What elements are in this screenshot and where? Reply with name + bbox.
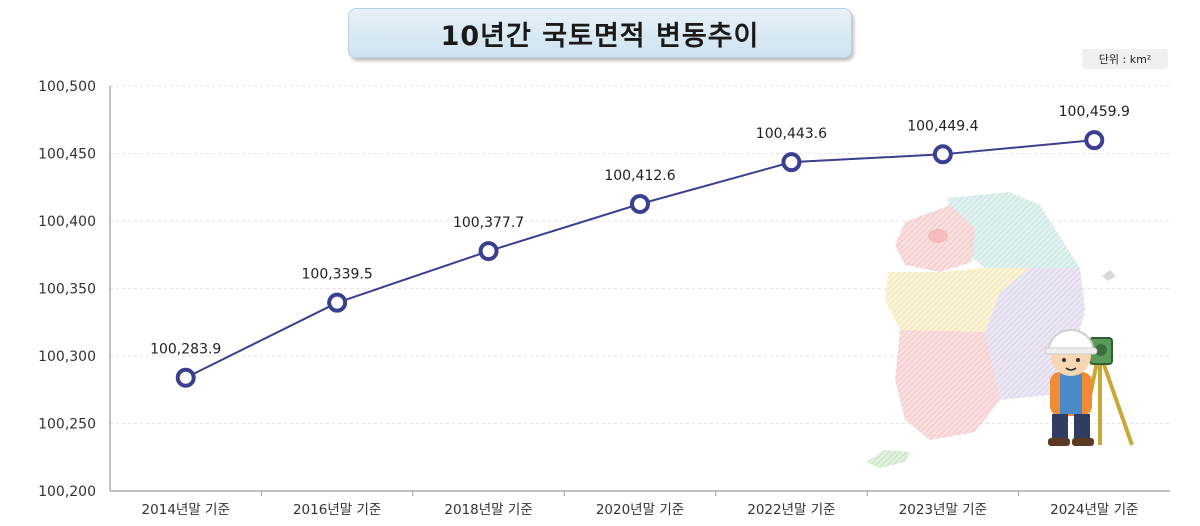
data-label: 100,459.9 bbox=[1059, 104, 1130, 120]
unit-label: 단위 : km² bbox=[1098, 53, 1152, 66]
x-tick-label: 2023년말 기준 bbox=[899, 502, 987, 518]
surveyor-character-icon bbox=[1044, 329, 1134, 446]
data-label: 100,412.6 bbox=[604, 168, 675, 184]
chart-title: 10년간 국토면적 변동추이 bbox=[440, 20, 760, 52]
series-line bbox=[175, 130, 1105, 388]
x-tick-label: 2024년말 기준 bbox=[1050, 502, 1138, 518]
data-point bbox=[630, 193, 650, 214]
y-axis-ticks: 100,500 100,450 100,400 100,350 100,300 100,2… bbox=[38, 79, 96, 500]
y-tick-label: 100,400 bbox=[38, 214, 96, 230]
y-tick-label: 100,300 bbox=[38, 349, 96, 365]
data-label: 100,443.6 bbox=[756, 126, 827, 142]
data-point bbox=[175, 367, 196, 388]
x-tick-label: 2014년말 기준 bbox=[142, 502, 230, 518]
y-tick-label: 100,250 bbox=[38, 417, 96, 433]
chart-title-box: 10년간 국토면적 변동추이 bbox=[348, 8, 852, 58]
data-point bbox=[781, 152, 802, 173]
data-point bbox=[327, 292, 348, 313]
x-axis-ticks: 2014년말 기준 2016년말 기준 2018년말 기준 2020년말 기준 2022… bbox=[142, 502, 1139, 518]
y-tick-label: 100,500 bbox=[38, 79, 96, 95]
unit-badge: 단위 : km² bbox=[1082, 49, 1168, 69]
data-label: 100,377.7 bbox=[453, 215, 524, 231]
y-tick-label: 100,450 bbox=[38, 147, 96, 163]
y-tick-label: 100,350 bbox=[38, 282, 96, 298]
data-point bbox=[932, 144, 953, 165]
data-labels: 100,283.9 100,339.5 100,377.7 100,412.6 100,… bbox=[150, 104, 1130, 358]
data-point bbox=[478, 241, 499, 262]
x-tick-label: 2016년말 기준 bbox=[293, 502, 381, 518]
data-point bbox=[1084, 130, 1105, 151]
x-tick-label: 2022년말 기준 bbox=[747, 502, 835, 518]
x-tick-label: 2018년말 기준 bbox=[444, 502, 532, 518]
x-tick-label: 2020년말 기준 bbox=[596, 502, 684, 518]
data-label: 100,283.9 bbox=[150, 342, 221, 358]
data-label: 100,339.5 bbox=[302, 267, 373, 283]
data-label: 100,449.4 bbox=[907, 118, 978, 134]
y-tick-label: 100,200 bbox=[38, 484, 96, 500]
